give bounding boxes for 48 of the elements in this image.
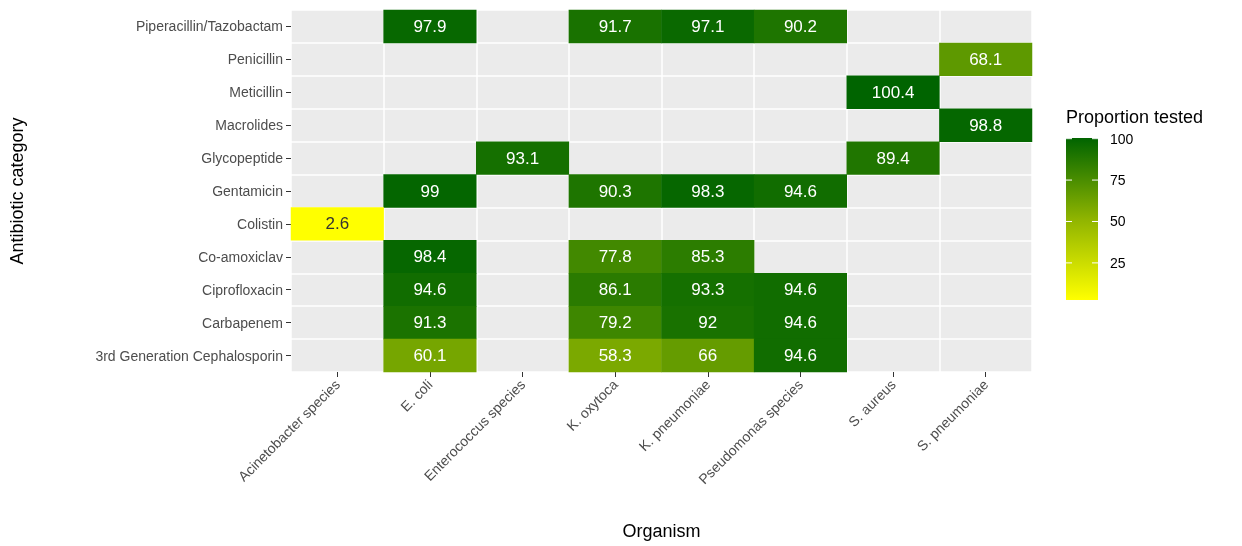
data-label: 99	[420, 181, 440, 201]
data-label: 93.1	[506, 148, 540, 168]
y-tick-label: Glycopeptide	[201, 150, 284, 167]
data-label: 89.4	[876, 148, 910, 168]
color-bar-title: Proportion tested	[1066, 107, 1204, 127]
y-tick-label: Meticillin	[229, 84, 283, 101]
color-bar-label: 75	[1110, 172, 1126, 189]
data-label: 60.1	[413, 346, 447, 366]
x-axis-title: Organism	[622, 521, 701, 541]
data-label: 77.8	[598, 247, 632, 267]
data-label: 98.4	[413, 247, 447, 267]
data-label: 94.6	[783, 181, 817, 201]
data-label: 58.3	[598, 346, 632, 366]
x-tick-label: E. coli	[397, 376, 436, 415]
data-label: 98.8	[969, 115, 1003, 135]
y-tick-label: Penicillin	[227, 51, 283, 68]
data-label: 94.6	[413, 280, 447, 300]
y-tick-label: Co-amoxiclav	[198, 248, 283, 265]
data-label: 90.3	[598, 181, 632, 201]
y-tick-label: Piperacillin/Tazobactam	[135, 18, 283, 35]
data-label: 97.1	[691, 16, 725, 36]
y-tick-label: Macrolides	[215, 117, 283, 134]
data-label: 85.3	[691, 247, 725, 267]
data-label: 100.4	[871, 82, 915, 102]
data-label: 79.2	[598, 313, 632, 333]
y-tick-label: 3rd Generation Cephalosporin	[95, 347, 283, 364]
data-label: 98.3	[691, 181, 725, 201]
data-label: 97.9	[413, 16, 447, 36]
data-label: 92	[698, 313, 718, 333]
data-label: 2.6	[325, 214, 350, 234]
y-tick-label: Carbapenem	[202, 314, 283, 331]
data-label: 94.6	[783, 280, 817, 300]
color-bar-label: 100	[1110, 130, 1134, 147]
y-tick-label: Ciprofloxacin	[202, 281, 283, 298]
data-label: 91.3	[413, 313, 447, 333]
y-axis-title: Antibiotic category	[7, 117, 27, 265]
data-label: 94.6	[783, 346, 817, 366]
data-label: 90.2	[783, 16, 817, 36]
data-label: 86.1	[598, 280, 632, 300]
data-label: 94.6	[783, 313, 817, 333]
data-label: 68.1	[969, 49, 1003, 69]
data-label: 93.3	[691, 280, 725, 300]
color-bar-label: 25	[1110, 254, 1126, 271]
color-bar-label: 50	[1110, 213, 1126, 230]
y-tick-label: Colistin	[237, 215, 283, 232]
data-label: 66	[698, 346, 718, 366]
data-label: 91.7	[598, 16, 632, 36]
y-tick-label: Gentamicin	[212, 183, 283, 199]
